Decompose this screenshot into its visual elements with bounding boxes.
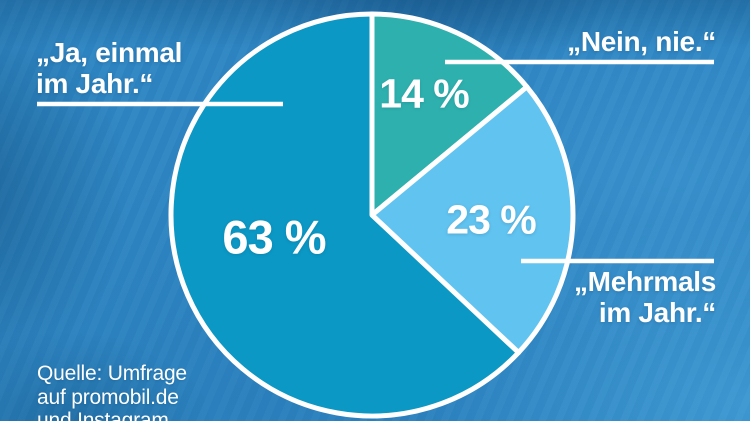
source-credit: Quelle: Umfrage auf promobil.de und Inst… [37, 362, 187, 421]
callout-ja-line1: „Ja, einmal [36, 37, 183, 68]
pie-slice-1 [369, 84, 576, 356]
leader-lines-group [37, 59, 714, 264]
callout-mehrmals-line2: im Jahr.“ [598, 297, 716, 328]
callout-ja-line2: im Jahr.“ [36, 68, 154, 99]
source-line2: auf promobil.de [37, 385, 179, 409]
source-line3: und Instagram [37, 409, 169, 421]
pie-value-label-mehrmals: 23 % [446, 196, 536, 243]
pie-slice-2 [168, 11, 522, 419]
pie-value-label-nein: 14 % [379, 70, 469, 117]
source-line1: Quelle: Umfrage [37, 362, 187, 385]
callout-mehrmals: „Mehrmals im Jahr.“ [574, 266, 716, 328]
callout-nein: „Nein, nie.“ [567, 26, 716, 57]
pie-value-label-ja: 63 % [222, 210, 326, 264]
callout-mehrmals-line1: „Mehrmals [573, 266, 716, 297]
callout-ja: „Ja, einmal im Jahr.“ [36, 37, 182, 99]
